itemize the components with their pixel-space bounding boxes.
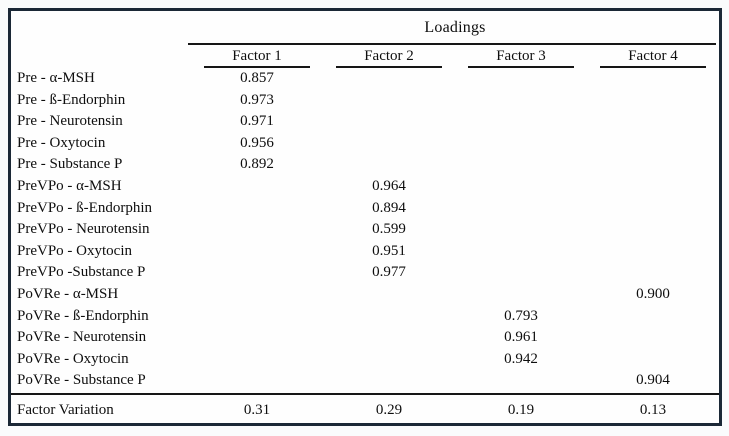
loading-value: 0.894 (372, 199, 406, 216)
factor-variation-label: Factor Variation (17, 401, 114, 418)
factor-variation-row: Factor Variation 0.31 0.29 0.19 0.13 (11, 392, 719, 426)
loading-value: 0.973 (240, 91, 274, 108)
table-row: PreVPo - α-MSH 0.964 (11, 176, 719, 198)
table-row: PreVPo -Substance P 0.977 (11, 262, 719, 284)
column-header-factor-2: Factor 2 (323, 47, 455, 68)
column-header-factor-4: Factor 4 (587, 47, 719, 68)
row-label: PoVRe - Substance P (17, 372, 146, 389)
table-body: Pre - α-MSH 0.857 Pre - ß-Endorphin 0.973 Pr… (11, 68, 719, 392)
loading-value: 0.900 (636, 285, 670, 302)
table-row: PoVRe - Neurotensin 0.961 (11, 327, 719, 349)
loading-value: 0.904 (636, 372, 670, 389)
column-header-label: Factor 2 (336, 47, 442, 68)
table-row: PreVPo - Neurotensin 0.599 (11, 219, 719, 241)
loading-value: 0.977 (372, 264, 406, 281)
loading-value: 0.951 (372, 242, 406, 259)
title-underline (188, 43, 716, 45)
row-label: Pre - Neurotensin (17, 113, 123, 130)
column-header-factor-3: Factor 3 (455, 47, 587, 68)
factor-variation-value: 0.13 (639, 401, 667, 418)
loading-value: 0.956 (240, 134, 274, 151)
row-label: PoVRe - Neurotensin (17, 329, 147, 346)
loading-value: 0.599 (372, 221, 406, 238)
table-row: Pre - Substance P 0.892 (11, 154, 719, 176)
row-label: Pre - Oxytocin (17, 134, 106, 151)
loading-value: 0.961 (504, 329, 538, 346)
factor-variation-value: 0.29 (375, 401, 403, 418)
row-label: PreVPo - ß-Endorphin (17, 199, 152, 216)
row-label: PreVPo - α-MSH (17, 177, 122, 194)
factor-variation-value: 0.19 (507, 401, 535, 418)
table-row: Pre - α-MSH 0.857 (11, 68, 719, 90)
table-row: PreVPo - Oxytocin 0.951 (11, 241, 719, 263)
column-header-factor-1: Factor 1 (191, 47, 323, 68)
loading-value: 0.857 (240, 70, 274, 86)
table-row: PoVRe - ß-Endorphin 0.793 (11, 306, 719, 328)
loading-value: 0.793 (504, 307, 538, 324)
row-label: Pre - Substance P (17, 156, 123, 173)
table-row: Pre - ß-Endorphin 0.973 (11, 90, 719, 112)
table-row: PoVRe - Oxytocin 0.942 (11, 349, 719, 371)
table-header-row: Factor 1 Factor 2 Factor 3 Factor 4 (11, 46, 719, 68)
loadings-table: Loadings Factor 1 Factor 2 Factor 3 Factor … (8, 8, 722, 426)
table-row: PreVPo - ß-Endorphin 0.894 (11, 198, 719, 220)
column-header-label: Factor 3 (468, 47, 574, 68)
loading-value: 0.942 (504, 350, 538, 367)
row-label: PreVPo -Substance P (17, 264, 146, 281)
table-row: PoVRe - Substance P 0.904 (11, 370, 719, 392)
table-row: Pre - Neurotensin 0.971 (11, 111, 719, 133)
row-label: PoVRe - ß-Endorphin (17, 307, 149, 324)
loading-value: 0.964 (372, 177, 406, 194)
loading-value: 0.971 (240, 113, 274, 130)
loading-value: 0.892 (240, 156, 274, 173)
table-row: PoVRe - α-MSH 0.900 (11, 284, 719, 306)
table-row: Pre - Oxytocin 0.956 (11, 133, 719, 155)
row-label: Pre - α-MSH (17, 70, 95, 86)
row-label: PoVRe - Oxytocin (17, 350, 129, 367)
row-label: Pre - ß-Endorphin (17, 91, 126, 108)
row-label: PreVPo - Oxytocin (17, 242, 132, 259)
factor-variation-value: 0.31 (243, 401, 271, 418)
column-header-label: Factor 1 (204, 47, 310, 68)
row-label: PreVPo - Neurotensin (17, 221, 150, 238)
row-label: PoVRe - α-MSH (17, 285, 119, 302)
column-header-label: Factor 4 (600, 47, 706, 68)
table-title: Loadings (424, 19, 486, 36)
